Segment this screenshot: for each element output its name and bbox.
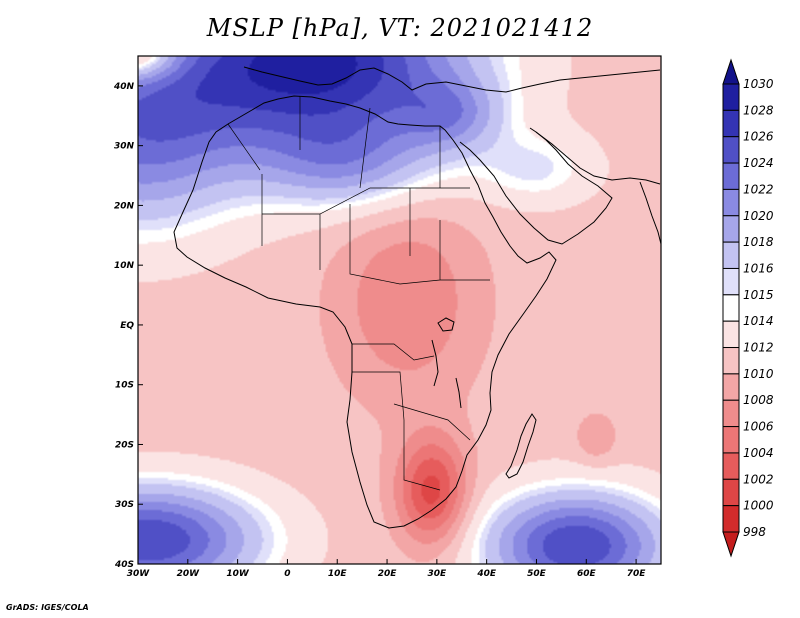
arabia-coastline: [459, 127, 613, 245]
colorbar-swatch: [722, 162, 740, 190]
colorbar-label: 1014: [743, 314, 774, 328]
colorbar-swatch: [722, 294, 740, 322]
latitude-axis: 40N 30N 20N 10N EQ 10S 20S 30S 40S: [113, 82, 143, 570]
colorbar: 1030 1028 1026 1024 1022 1020 1018 1016 1015 1014…: [722, 58, 774, 558]
y-tick-label: 20S: [115, 440, 134, 450]
lake-victoria: [437, 317, 455, 332]
colorbar-label: 1015: [743, 288, 774, 302]
colorbar-top-triangle: [722, 58, 740, 85]
colorbar-label: 1008: [743, 393, 774, 407]
colorbar-label: 1000: [743, 499, 774, 513]
longitude-axis: 30W 20W 10W 0 10E 20E 30E 40E 50E 60E 70E: [127, 559, 647, 579]
lake-malawi: [455, 377, 462, 409]
colorbar-swatch: [722, 426, 740, 454]
colorbar-label: 1010: [743, 367, 774, 381]
colorbar-swatch: [722, 320, 740, 349]
y-tick-label: 40S: [114, 560, 134, 570]
y-tick-label: EQ: [120, 321, 134, 331]
x-tick-label: 20E: [378, 569, 398, 579]
map-frame: [137, 55, 662, 565]
colorbar-label: 1030: [743, 77, 774, 91]
colorbar-swatch: [722, 267, 740, 296]
colorbar-swatch: [722, 83, 740, 111]
colorbar-label: 1024: [743, 156, 774, 170]
colorbar-label: 1004: [743, 446, 774, 460]
x-tick-label: 30E: [428, 569, 448, 579]
india-coastline: [639, 181, 661, 245]
colorbar-swatch: [722, 478, 740, 507]
lake-tanganyika: [431, 339, 439, 387]
x-tick-label: 40E: [476, 569, 497, 579]
colorbar-swatch: [722, 399, 740, 428]
madagascar-coastline: [505, 413, 537, 479]
x-tick-label: 70E: [627, 569, 647, 579]
colorbar-label: 1022: [743, 182, 774, 196]
colorbar-swatch: [722, 109, 740, 138]
x-tick-label: 20W: [177, 569, 201, 579]
colorbar-swatch: [722, 215, 740, 243]
x-tick-label: 10E: [328, 569, 348, 579]
x-tick-label: 10W: [226, 569, 250, 579]
y-tick-label: 30N: [114, 142, 135, 152]
colorbar-label: 998: [743, 525, 766, 539]
colorbar-swatch: [722, 136, 740, 164]
colorbar-swatch: [722, 452, 740, 480]
x-tick-label: 30W: [127, 569, 151, 579]
x-tick-label: 50E: [527, 569, 547, 579]
x-tick-label: 0: [284, 569, 290, 579]
y-tick-label: 10S: [115, 381, 134, 391]
map-panel: [137, 55, 662, 565]
colorbar-label: 1018: [743, 235, 774, 249]
x-tick-label: 60E: [577, 569, 597, 579]
coastlines-and-borders: [173, 66, 661, 529]
y-tick-label: 10N: [114, 261, 135, 271]
colorbar-swatch: [722, 241, 740, 269]
colorbar-swatch: [722, 373, 740, 401]
colorbar-swatch: [722, 505, 740, 533]
europe-coastline: [243, 66, 661, 93]
colorbar-label: 1016: [743, 261, 774, 275]
colorbar-swatch: [722, 347, 740, 375]
colorbar-bottom-triangle: [722, 531, 740, 558]
pressure-field-raster: [138, 56, 661, 564]
map-title: MSLP [hPa], VT: 2021021412: [206, 14, 594, 42]
y-tick-label: 30S: [115, 500, 134, 510]
credit-label: GrADS: IGES/COLA: [6, 603, 89, 612]
colorbar-label: 1012: [743, 341, 774, 355]
colorbar-label: 1020: [743, 209, 774, 223]
colorbar-label: 1026: [743, 130, 774, 144]
africa-coastline: [173, 95, 557, 529]
y-tick-label: 20N: [114, 201, 135, 211]
colorbar-label: 1006: [743, 420, 774, 434]
colorbar-swatch: [722, 188, 740, 217]
gulf-coastline: [535, 131, 661, 185]
colorbar-label: 1002: [743, 472, 774, 486]
interior-borders: [227, 96, 490, 491]
colorbar-label: 1028: [743, 103, 774, 117]
y-tick-label: 40N: [113, 82, 135, 92]
